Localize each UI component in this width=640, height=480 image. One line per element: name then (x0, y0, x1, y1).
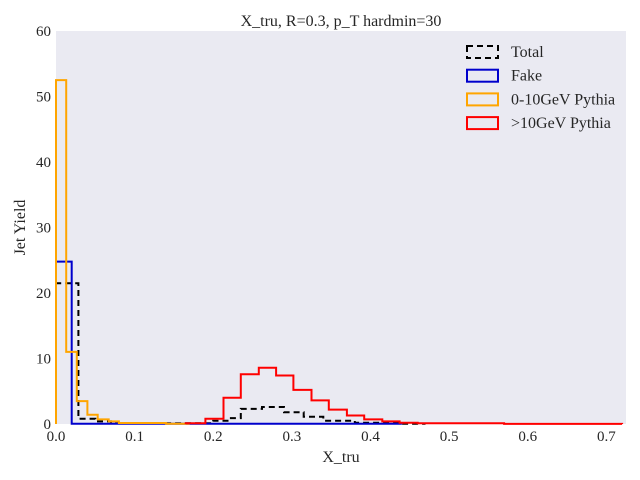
legend-label: >10GeV Pythia (511, 115, 611, 132)
y-tick-label: 50 (36, 90, 51, 106)
histogram-bar (241, 374, 259, 424)
histogram-bar (382, 421, 399, 424)
y-tick-label: 30 (36, 221, 51, 237)
series-3 (184, 366, 624, 425)
series-outline (55, 282, 427, 425)
x-axis: 0.0 0.1 0.2 0.3 0.4 0.5 0.6 0.7 (47, 429, 617, 445)
legend-swatch (466, 92, 499, 107)
histogram-bar (186, 423, 206, 424)
legend: Total Fake 0-10GeV Pythia >10GeV Pythia (466, 44, 615, 132)
legend-swatch (466, 45, 499, 59)
series-group (55, 79, 624, 425)
y-tick-label: 60 (36, 24, 51, 40)
y-tick-label: 40 (36, 155, 51, 171)
histogram-bar (223, 398, 240, 424)
histogram-bar (109, 421, 119, 424)
histogram-bar (87, 415, 97, 424)
y-axis: 0 10 20 30 40 50 60 (36, 24, 51, 433)
histogram-bar (56, 80, 66, 424)
legend-swatch (466, 68, 499, 83)
legend-swatch (466, 116, 499, 131)
histogram-bar (329, 410, 347, 424)
y-tick-label: 0 (44, 417, 52, 433)
y-tick-label: 10 (36, 352, 51, 368)
y-axis-label: Jet Yield (12, 200, 29, 256)
histogram-bar (364, 419, 382, 424)
histogram-bar (312, 400, 329, 424)
x-axis-label: X_tru (322, 449, 359, 466)
x-tick-label: 0.2 (204, 429, 223, 445)
legend-label: Total (511, 44, 544, 61)
histogram-bar (119, 423, 166, 424)
x-tick-label: 0.3 (282, 429, 301, 445)
legend-label: 0-10GeV Pythia (511, 91, 615, 108)
x-tick-label: 0.0 (47, 429, 66, 445)
x-tick-label: 0.5 (440, 429, 459, 445)
x-tick-label: 0.7 (597, 429, 616, 445)
histogram-bar (400, 423, 418, 424)
series-2 (55, 79, 191, 425)
histogram-bar (205, 419, 223, 424)
histogram-bar (293, 390, 311, 424)
series-outline (55, 79, 191, 425)
x-tick-label: 0.4 (361, 429, 380, 445)
series-outline (184, 366, 624, 425)
chart-title: X_tru, R=0.3, p_T hardmin=30 (241, 13, 442, 30)
legend-label: Fake (511, 68, 542, 85)
histogram-bar (347, 415, 364, 424)
histogram-bar (418, 423, 504, 424)
plot-area (56, 31, 626, 424)
histogram-bar (276, 376, 293, 424)
x-tick-label: 0.1 (125, 429, 144, 445)
histogram-bar (66, 352, 77, 424)
histogram-bar (98, 419, 109, 424)
y-tick-label: 20 (36, 286, 51, 302)
series-0 (55, 282, 427, 425)
histogram-bar (77, 401, 88, 424)
histogram-bar (259, 368, 276, 424)
x-tick-label: 0.6 (518, 429, 537, 445)
